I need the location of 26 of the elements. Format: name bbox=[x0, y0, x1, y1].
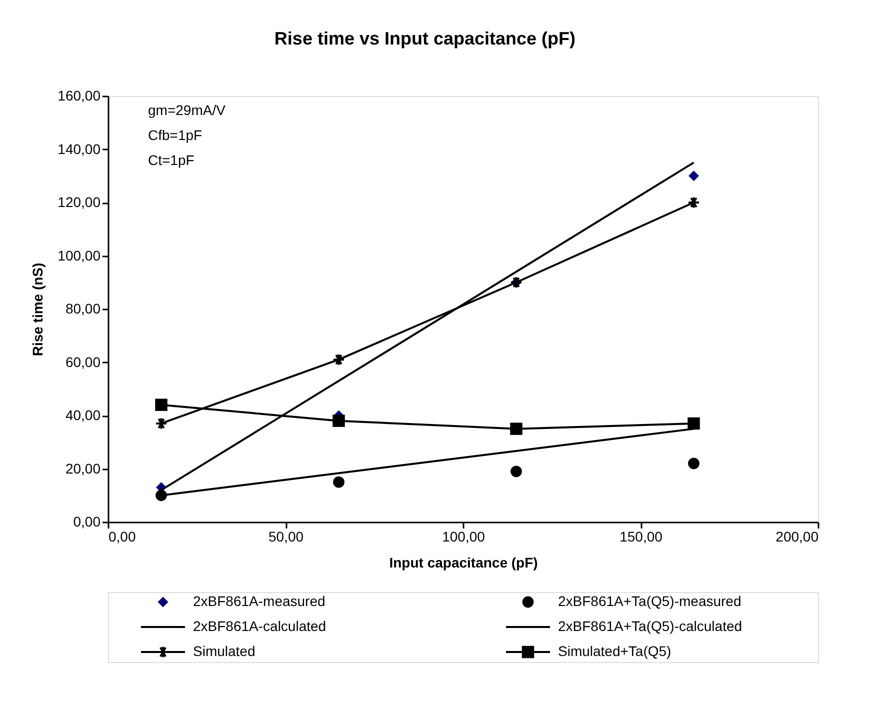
y-tick-label: 100,00 bbox=[58, 247, 101, 264]
x-tick-label: 0,00 bbox=[108, 528, 136, 544]
annotation: Cfb=1pF bbox=[148, 127, 202, 143]
y-tick-label: 60,00 bbox=[65, 354, 101, 370]
annotation: gm=29mA/V bbox=[148, 102, 226, 118]
y-tick-label: 140,00 bbox=[58, 140, 101, 157]
y-tick-label: 0,00 bbox=[73, 514, 101, 530]
legend-label: 2xBF861A+Ta(Q5)-calculated bbox=[558, 618, 742, 634]
x-tick-label: 50,00 bbox=[268, 528, 304, 544]
legend-label: 2xBF861A+Ta(Q5)-measured bbox=[558, 593, 742, 609]
y-tick-label: 80,00 bbox=[65, 300, 101, 316]
annotation: Ct=1pF bbox=[148, 152, 194, 168]
y-tick-label: 40,00 bbox=[65, 407, 101, 423]
legend-label: Simulated+Ta(Q5) bbox=[558, 643, 672, 659]
y-tick-label: 160,00 bbox=[58, 88, 101, 104]
x-axis-title: Input capacitance (pF) bbox=[389, 554, 538, 570]
x-tick-label: 150,00 bbox=[620, 528, 663, 544]
legend-label: Simulated bbox=[193, 643, 256, 659]
legend-label: 2xBF861A-measured bbox=[193, 593, 326, 609]
x-tick-label: 100,00 bbox=[442, 528, 486, 544]
y-tick-label: 120,00 bbox=[58, 194, 101, 210]
chart-title: Rise time vs Input capacitance (pF) bbox=[274, 28, 576, 48]
x-tick-label: 200,00 bbox=[776, 528, 819, 544]
y-axis-title: Rise time (nS) bbox=[30, 262, 46, 356]
y-tick-label: 20,00 bbox=[65, 460, 101, 476]
legend-label: 2xBF861A-calculated bbox=[193, 618, 326, 634]
